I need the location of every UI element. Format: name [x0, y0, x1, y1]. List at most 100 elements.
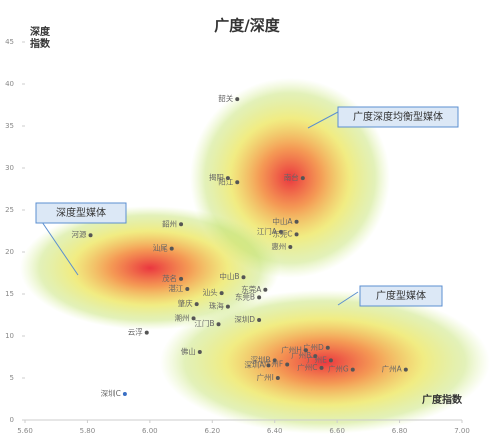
y-tick-label: 40: [5, 80, 14, 88]
x-tick-label: 6.60: [329, 427, 345, 435]
point-label: 江门A: [257, 227, 278, 236]
point-label: 江门B: [194, 319, 214, 328]
point-label: 广州A: [382, 364, 403, 374]
point: [257, 295, 262, 300]
point: [325, 345, 330, 350]
callout-box: [359, 285, 443, 307]
x-tick-label: 5.60: [17, 427, 33, 435]
y-tick-label: 45: [5, 38, 14, 46]
point: [185, 286, 190, 291]
x-tick-label: 6.00: [142, 427, 158, 435]
y-axis-label: 深度指数: [30, 25, 51, 50]
x-tick-label: 6.40: [267, 427, 283, 435]
point-label: 惠州: [271, 241, 286, 251]
point-label: 汕尾: [153, 243, 168, 253]
point: [144, 330, 149, 335]
point-label: 深圳B: [251, 354, 271, 364]
point: [319, 365, 324, 370]
y-tick-label: 25: [5, 206, 14, 214]
point-label: 湛江: [168, 284, 183, 293]
y-tick-label: 35: [5, 122, 14, 130]
point-label: 珠海: [209, 301, 224, 311]
point: [225, 304, 230, 309]
y-tick-label: 10: [5, 332, 14, 340]
point-label: 南台: [284, 172, 299, 182]
point-label: 肇庆: [178, 298, 193, 308]
point: [179, 222, 184, 227]
annotation: 深度型媒体: [56, 206, 106, 219]
point: [313, 354, 318, 359]
point-label: 广州B: [291, 350, 311, 360]
point-label: 东莞A: [241, 284, 262, 294]
point: [350, 367, 355, 372]
callout-line: [337, 291, 359, 306]
point: [197, 349, 202, 354]
y-tick-label: 20: [5, 248, 14, 256]
y-tick-label: 30: [5, 164, 14, 172]
point: [219, 291, 224, 296]
point: [403, 367, 408, 372]
point: [235, 97, 240, 102]
annotation: 广度型媒体: [376, 289, 426, 302]
annotation: 广度深度均衡型媒体: [353, 110, 443, 123]
point: [122, 391, 127, 396]
point-label: 云浮: [128, 327, 143, 337]
heat-blob: [160, 290, 490, 434]
x-tick-label: 6.80: [392, 427, 408, 435]
point-label: 东莞B: [235, 291, 255, 301]
point-label: 佛山: [181, 346, 196, 356]
point-label: 东莞C: [272, 228, 292, 238]
point: [216, 322, 221, 327]
point-label: 揭阳: [209, 172, 224, 182]
y-tick-label: 15: [5, 290, 14, 298]
point-label: 中山A: [272, 216, 293, 226]
point: [241, 275, 246, 280]
point-label: 广州I: [257, 372, 274, 382]
point-label: 中山B: [219, 271, 239, 281]
point: [272, 358, 277, 363]
point-label: 广州D: [303, 342, 324, 352]
point: [300, 176, 305, 181]
x-tick-label: 5.80: [80, 427, 96, 435]
point-label: 潮州: [175, 312, 190, 322]
point: [303, 348, 308, 353]
point-label: 茂名: [162, 273, 177, 283]
point-label: 深圳C: [101, 388, 121, 398]
chart-title: 广度/深度: [214, 17, 280, 35]
point: [194, 302, 199, 307]
point: [294, 219, 299, 224]
point: [88, 233, 93, 238]
point-label: 广州H: [281, 344, 302, 354]
point: [294, 232, 299, 237]
point: [169, 246, 174, 251]
point: [257, 318, 262, 323]
point-label: 阳江: [218, 177, 233, 186]
point-label: 广州F: [264, 359, 283, 369]
point-label: 河源: [72, 230, 87, 239]
heat-blob: [20, 206, 280, 330]
point-label: 广州G: [328, 364, 349, 374]
callout-line: [41, 221, 79, 276]
point: [278, 229, 283, 234]
point: [179, 276, 184, 281]
point-label: 韶关: [218, 93, 233, 103]
x-axis-label: 广度指数: [422, 393, 463, 406]
callout-box: [35, 202, 127, 224]
y-tick-label: 5: [10, 374, 14, 382]
x-tick-label: 7.00: [454, 427, 470, 435]
x-tick-label: 6.20: [204, 427, 220, 435]
callout-box: [337, 106, 459, 128]
point: [328, 358, 333, 363]
point: [191, 316, 196, 321]
point: [285, 362, 290, 367]
point: [275, 376, 280, 380]
point-label: 汕头: [203, 287, 218, 297]
point-label: 韶州: [162, 218, 177, 228]
point-label: 广州C: [297, 362, 317, 372]
point: [266, 363, 271, 368]
callout-line: [307, 111, 339, 129]
point: [235, 180, 240, 185]
point: [225, 176, 230, 181]
point-label: 深圳A: [244, 359, 265, 369]
